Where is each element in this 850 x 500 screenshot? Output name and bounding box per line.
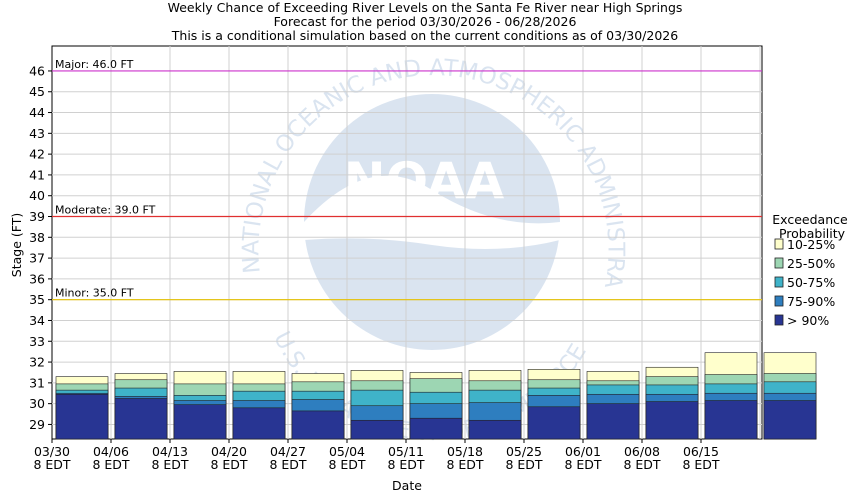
x-tick-label: 05/11	[388, 444, 424, 459]
x-tick-sublabel: 8 EDT	[387, 457, 424, 472]
bar-segment	[586, 403, 640, 440]
bar-segment	[232, 407, 286, 440]
y-tick-label: 35	[29, 292, 45, 307]
legend-label: 25-50%	[787, 256, 835, 271]
legend-label: 50-75%	[787, 275, 835, 290]
x-tick-sublabel: 8 EDT	[446, 457, 483, 472]
bar-segment	[291, 410, 345, 440]
legend-label: 75-90%	[787, 294, 835, 309]
legend-swatch	[774, 238, 784, 250]
y-tick-label: 31	[29, 375, 45, 390]
x-tick-sublabel: 8 EDT	[92, 457, 129, 472]
y-tick-label: 34	[29, 313, 45, 328]
y-axis-label: Stage (FT)	[9, 213, 24, 277]
legend-swatch	[774, 314, 784, 326]
x-tick-sublabel: 8 EDT	[328, 457, 365, 472]
chart-title-line-3: This is a conditional simulation based o…	[171, 28, 678, 43]
y-tick-label: 40	[29, 188, 45, 203]
x-axis-label: Date	[392, 478, 422, 493]
legend-swatch	[774, 295, 784, 307]
y-tick-label: 42	[29, 147, 45, 162]
x-tick-label: 05/18	[447, 444, 483, 459]
x-tick-sublabel: 8 EDT	[682, 457, 719, 472]
y-tick-label: 30	[29, 396, 45, 411]
y-tick-label: 33	[29, 334, 45, 349]
x-tick-sublabel: 8 EDT	[151, 457, 188, 472]
x-tick-label: 04/06	[93, 444, 129, 459]
y-tick-label: 29	[29, 417, 45, 432]
x-tick-label: 05/04	[329, 444, 365, 459]
bar-segment	[645, 401, 699, 440]
y-axis: 29 30 31 32 33 34 35 36 37 38 39 40 41 42 43 44 45 46	[29, 63, 52, 432]
legend-title-line-2: Probability	[779, 226, 846, 241]
bar-segment	[527, 406, 581, 440]
x-tick-label: 03/30	[34, 444, 70, 459]
bar-segment	[468, 419, 522, 440]
legend-swatch	[774, 257, 784, 269]
threshold-label: Minor: 35.0 FT	[55, 287, 134, 300]
y-tick-label: 37	[29, 251, 45, 266]
chart-title-line-1: Weekly Chance of Exceeding River Levels …	[168, 0, 683, 15]
x-tick-label: 04/27	[270, 444, 306, 459]
x-tick-sublabel: 8 EDT	[33, 457, 70, 472]
y-tick-label: 46	[29, 63, 45, 78]
watermark-logo-text: NOAA	[344, 152, 505, 210]
threshold-label: Major: 46.0 FT	[55, 58, 134, 71]
x-tick-label: 06/01	[565, 444, 601, 459]
chart-title-line-2: Forecast for the period 03/30/2026 - 06/…	[274, 14, 577, 29]
bars-layer	[55, 352, 817, 440]
bar-segment	[350, 419, 404, 440]
bar-segment	[114, 398, 168, 440]
x-tick-label: 04/20	[211, 444, 247, 459]
x-tick-label: 05/25	[506, 444, 542, 459]
x-tick-sublabel: 8 EDT	[564, 457, 601, 472]
legend-title-line-1: Exceedance	[772, 212, 848, 227]
bar-segment	[55, 393, 109, 440]
x-tick-label: 06/08	[624, 444, 660, 459]
x-tick-label: 04/13	[152, 444, 188, 459]
x-tick-label: 06/15	[683, 444, 719, 459]
threshold-label: Moderate: 39.0 FT	[55, 204, 156, 217]
legend-swatch	[774, 276, 784, 288]
legend-label: 10-25%	[787, 237, 835, 252]
y-tick-label: 41	[29, 167, 45, 182]
y-tick-label: 38	[29, 230, 45, 245]
legend-label: > 90%	[787, 313, 829, 328]
legend: Exceedance Probability 10-25% 25-50% 50-75…	[772, 212, 848, 328]
x-tick-sublabel: 8 EDT	[210, 457, 247, 472]
bar-segment	[409, 417, 463, 440]
y-tick-label: 43	[29, 126, 45, 141]
x-tick-sublabel: 8 EDT	[505, 457, 542, 472]
y-tick-label: 36	[29, 271, 45, 286]
x-tick-sublabel: 8 EDT	[623, 457, 660, 472]
y-tick-label: 32	[29, 355, 45, 370]
x-tick-sublabel: 8 EDT	[269, 457, 306, 472]
threshold-layer: Major: 46.0 FT Moderate: 39.0 FT Minor: 35…	[52, 58, 762, 301]
y-tick-label: 45	[29, 84, 45, 99]
bar-segment	[704, 400, 758, 440]
bar-segment	[173, 404, 227, 440]
y-tick-label: 44	[29, 105, 45, 120]
bar-segment	[763, 400, 817, 440]
y-tick-label: 39	[29, 209, 45, 224]
